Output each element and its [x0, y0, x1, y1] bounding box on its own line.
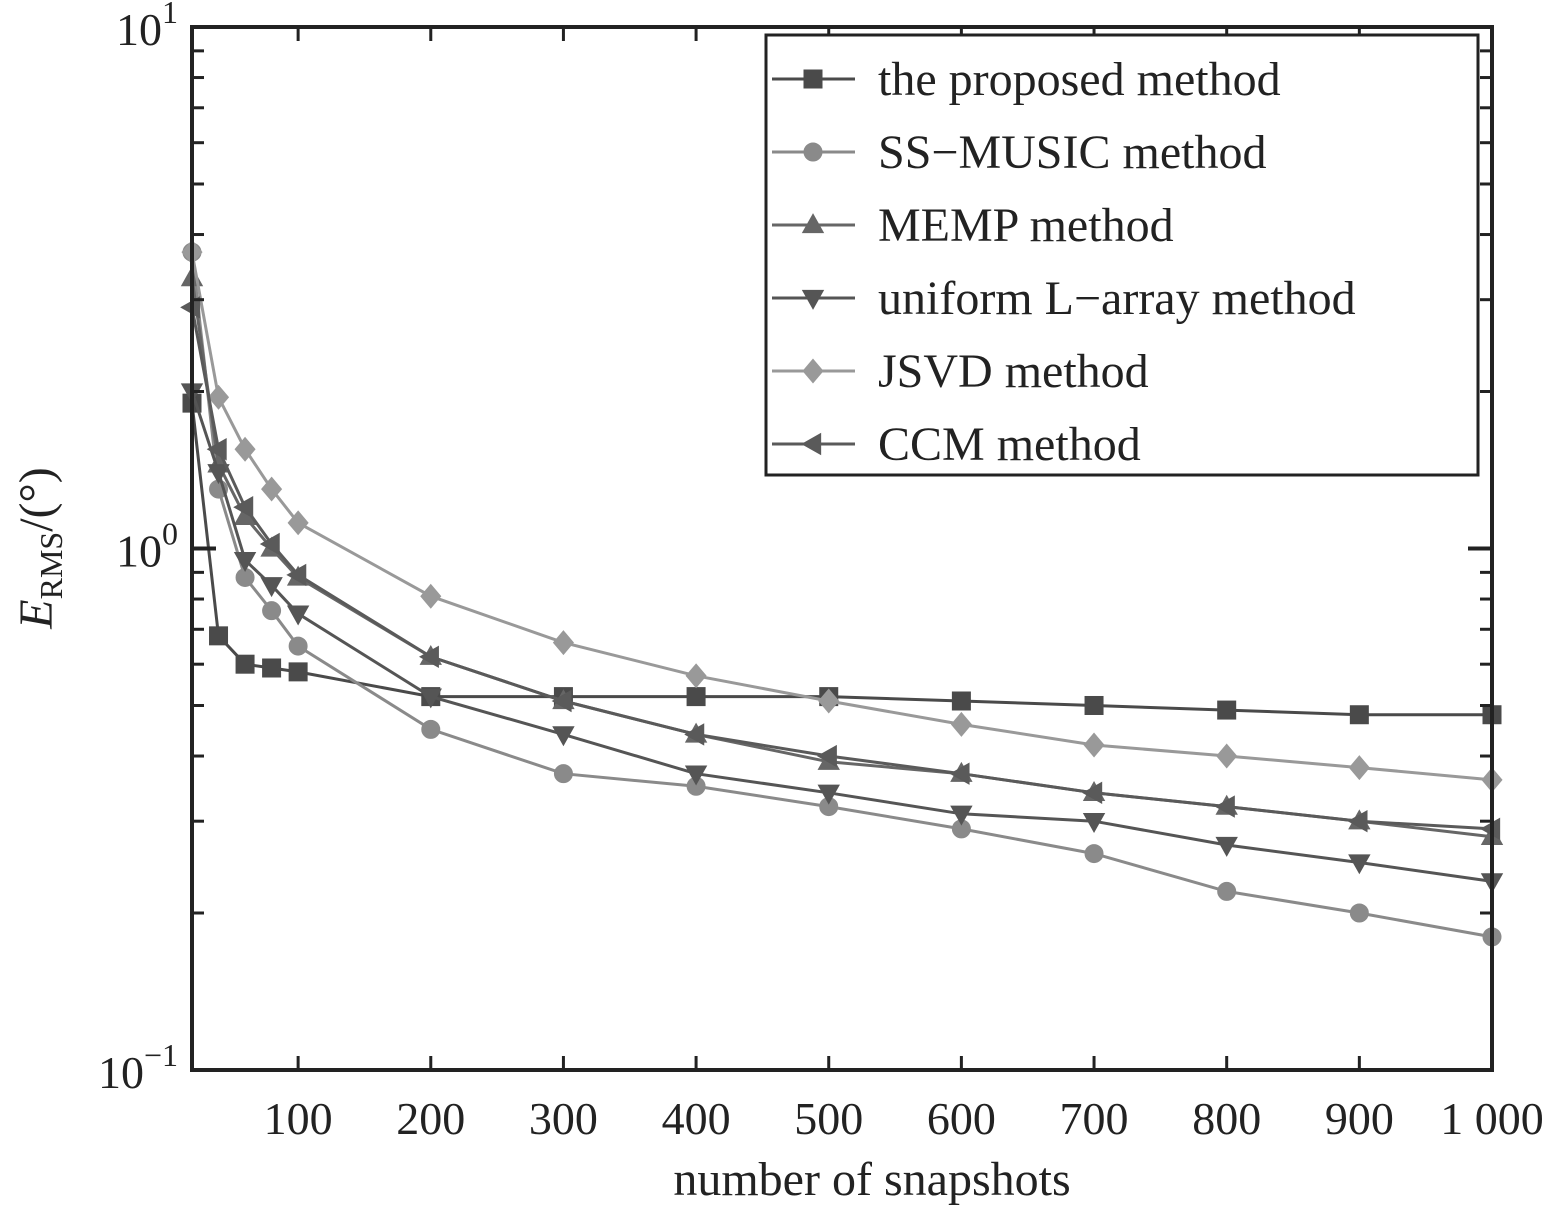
data-point	[1084, 695, 1104, 715]
data-point	[1215, 836, 1238, 857]
series-line	[190, 391, 1493, 883]
data-point	[207, 384, 230, 410]
series-0	[182, 393, 1502, 725]
y-axis-title-sub: RMS	[33, 532, 69, 600]
data-point	[553, 764, 573, 784]
data-point	[1083, 732, 1105, 758]
data-point	[684, 723, 705, 746]
data-point	[1349, 903, 1369, 923]
data-point	[552, 726, 575, 747]
legend-marker	[801, 213, 825, 234]
data-point	[1082, 813, 1106, 834]
x-tick-label: 700	[1060, 1093, 1129, 1144]
legend-marker	[801, 289, 825, 310]
svg-text:ERMS/(°): ERMS/(°)	[10, 467, 69, 629]
legend-entry: MEMP method	[772, 199, 1174, 252]
data-point	[949, 762, 970, 785]
data-point	[1082, 781, 1103, 805]
data-point	[1347, 809, 1368, 833]
data-point	[1216, 743, 1238, 769]
x-tick-label: 200	[396, 1093, 465, 1144]
data-point	[1214, 795, 1235, 818]
data-point	[420, 583, 442, 609]
data-point	[288, 636, 308, 656]
legend-entry: the proposed method	[772, 53, 1281, 106]
legend-box	[764, 33, 1480, 477]
data-point	[1349, 705, 1369, 725]
data-point	[418, 645, 439, 668]
data-point	[421, 719, 441, 739]
data-point	[209, 626, 229, 646]
x-tick-label: 1 000	[1440, 1093, 1544, 1144]
legend-label: the proposed method	[878, 53, 1281, 106]
legend-label: CCM method	[878, 418, 1141, 471]
data-point	[262, 658, 282, 678]
legend-entry: uniform L−array method	[772, 272, 1356, 325]
data-point	[551, 689, 572, 713]
data-point	[261, 476, 283, 502]
y-tick-label: 100	[116, 516, 178, 577]
data-point	[286, 605, 310, 626]
data-point	[234, 436, 256, 462]
data-point	[259, 532, 280, 556]
x-tick-label: 400	[662, 1093, 731, 1144]
x-tick-label: 800	[1192, 1093, 1261, 1144]
y-tick-label: 10−1	[98, 1037, 178, 1098]
series-4	[181, 239, 1503, 793]
data-point	[1217, 881, 1237, 901]
data-point	[685, 663, 707, 689]
data-point	[286, 563, 307, 587]
data-point	[686, 687, 706, 707]
data-point	[1217, 700, 1237, 720]
legend-entry: SS−MUSIC method	[772, 126, 1266, 179]
data-point	[951, 691, 971, 711]
data-point	[1348, 755, 1370, 781]
series-layer	[180, 239, 1504, 947]
data-point	[818, 688, 840, 714]
data-point	[950, 805, 973, 826]
legend-label: uniform L−array method	[878, 272, 1356, 325]
x-tick-label: 900	[1325, 1093, 1394, 1144]
legend-entry: CCM method	[772, 418, 1141, 471]
data-point	[816, 744, 837, 768]
x-axis-title: number of snapshots	[673, 1153, 1070, 1206]
data-point	[260, 577, 283, 598]
x-tick-label: 500	[794, 1093, 863, 1144]
y-tick-label: 101	[116, 0, 178, 55]
legend-entry: JSVD method	[772, 345, 1149, 398]
data-point	[419, 688, 442, 709]
legend-label: SS−MUSIC method	[878, 126, 1266, 179]
x-tick-label: 100	[264, 1093, 333, 1144]
data-point	[287, 510, 309, 536]
y-axis-title-main: E	[10, 599, 63, 629]
data-point	[233, 551, 257, 572]
data-point	[950, 711, 972, 737]
legend-marker	[801, 432, 822, 456]
data-point	[1084, 844, 1104, 864]
data-point	[1348, 854, 1371, 875]
data-point	[233, 496, 254, 519]
x-tick-label: 300	[529, 1093, 598, 1144]
x-tick-label: 600	[927, 1093, 996, 1144]
legend-marker	[803, 69, 823, 89]
y-axis-title: ERMS/(°)	[10, 467, 69, 629]
data-point	[206, 438, 227, 461]
legend-label: JSVD method	[878, 345, 1149, 398]
data-point	[552, 630, 574, 656]
y-axis-title-unit: /(°)	[10, 467, 63, 532]
data-point	[235, 654, 255, 674]
tick-labels: 100 200 300 400 500 600 700 800 900 1 000 101 100 10…	[98, 0, 1544, 1144]
data-point	[262, 601, 282, 621]
data-point	[288, 662, 308, 682]
legend: the proposed method SS−MUSIC method MEMP m…	[764, 33, 1480, 477]
data-point	[207, 464, 230, 485]
data-point	[684, 765, 708, 786]
data-point	[817, 784, 840, 805]
legend-marker	[802, 358, 824, 384]
legend-label: MEMP method	[878, 199, 1174, 252]
legend-marker	[803, 142, 823, 162]
